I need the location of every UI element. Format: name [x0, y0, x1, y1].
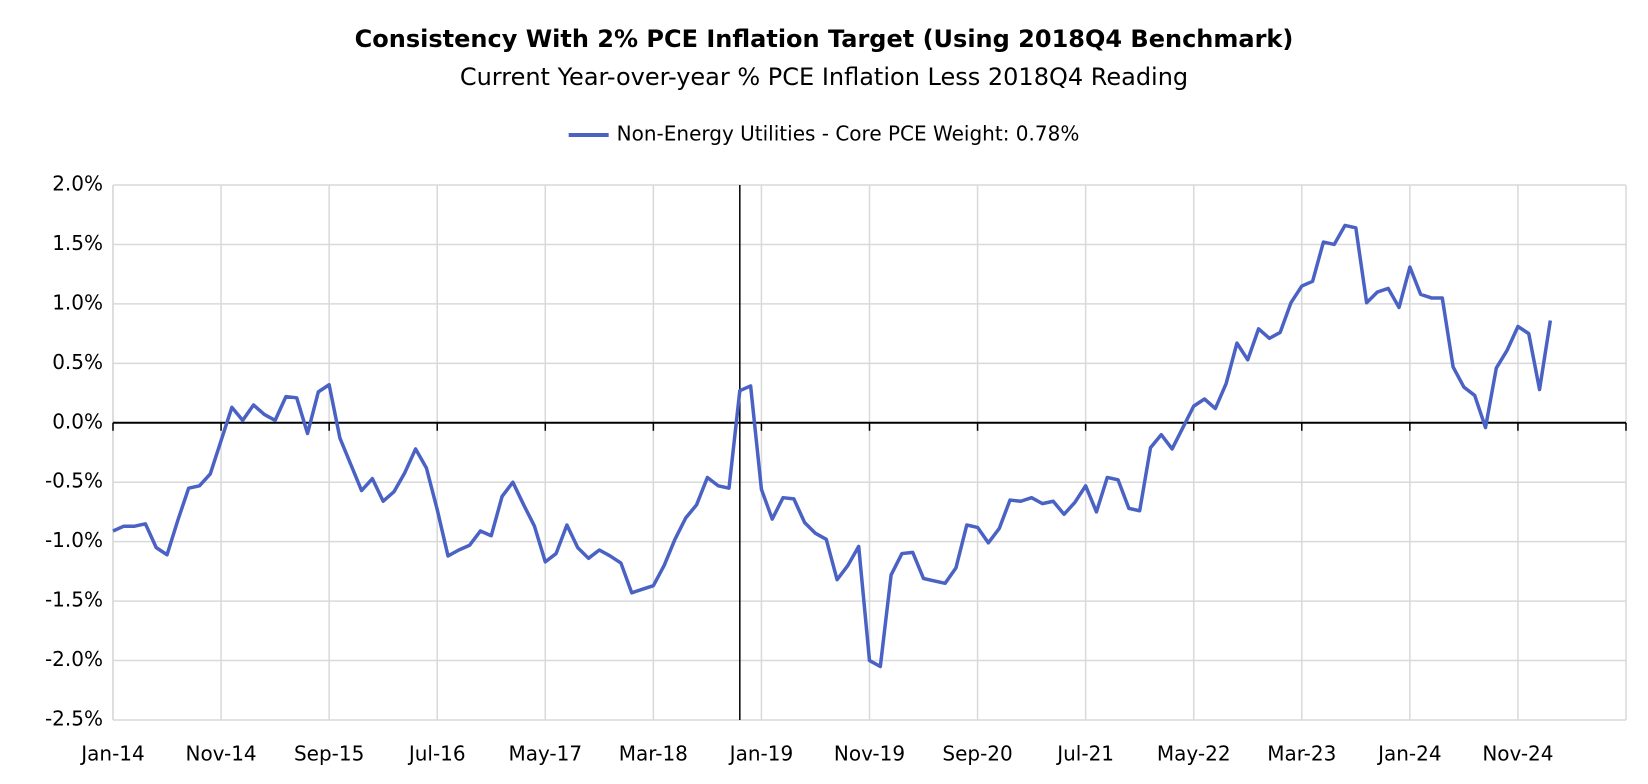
y-tick-label: 0.5%: [52, 350, 103, 374]
x-tick-label: Jan-14: [79, 742, 145, 766]
x-tick-label: Nov-19: [834, 742, 905, 766]
x-tick-label: Mar-23: [1267, 742, 1336, 766]
x-tick-label: Nov-24: [1482, 742, 1553, 766]
y-tick-label: 0.0%: [52, 409, 103, 433]
y-tick-label: -1.0%: [45, 528, 103, 552]
x-tick-label: Sep-20: [942, 742, 1012, 766]
chart-subtitle: Current Year-over-year % PCE Inflation L…: [460, 63, 1188, 91]
x-tick-label: Jan-19: [728, 742, 794, 766]
y-tick-label: 1.0%: [52, 290, 103, 314]
x-tick-label: Nov-14: [185, 742, 256, 766]
y-tick-label: 2.0%: [52, 172, 103, 196]
y-tick-label: -2.5%: [45, 707, 103, 731]
series-line: [112, 223, 1553, 669]
y-tick-label: -1.5%: [45, 588, 103, 612]
chart-title: Consistency With 2% PCE Inflation Target…: [355, 25, 1294, 53]
x-tick-label: Sep-15: [294, 742, 364, 766]
x-tick-label: May-17: [508, 742, 582, 766]
legend-label: Non-Energy Utilities - Core PCE Weight: …: [617, 122, 1080, 146]
x-tick-label: Mar-18: [619, 742, 688, 766]
x-tick-label: May-22: [1157, 742, 1231, 766]
x-tick-label: Jul-16: [407, 742, 466, 766]
y-tick-label: 1.5%: [52, 231, 103, 255]
x-tick-label: Jul-21: [1055, 742, 1114, 766]
y-tick-label: -2.0%: [45, 647, 103, 671]
y-tick-label: -0.5%: [45, 469, 103, 493]
x-tick-label: Jan-24: [1376, 742, 1442, 766]
